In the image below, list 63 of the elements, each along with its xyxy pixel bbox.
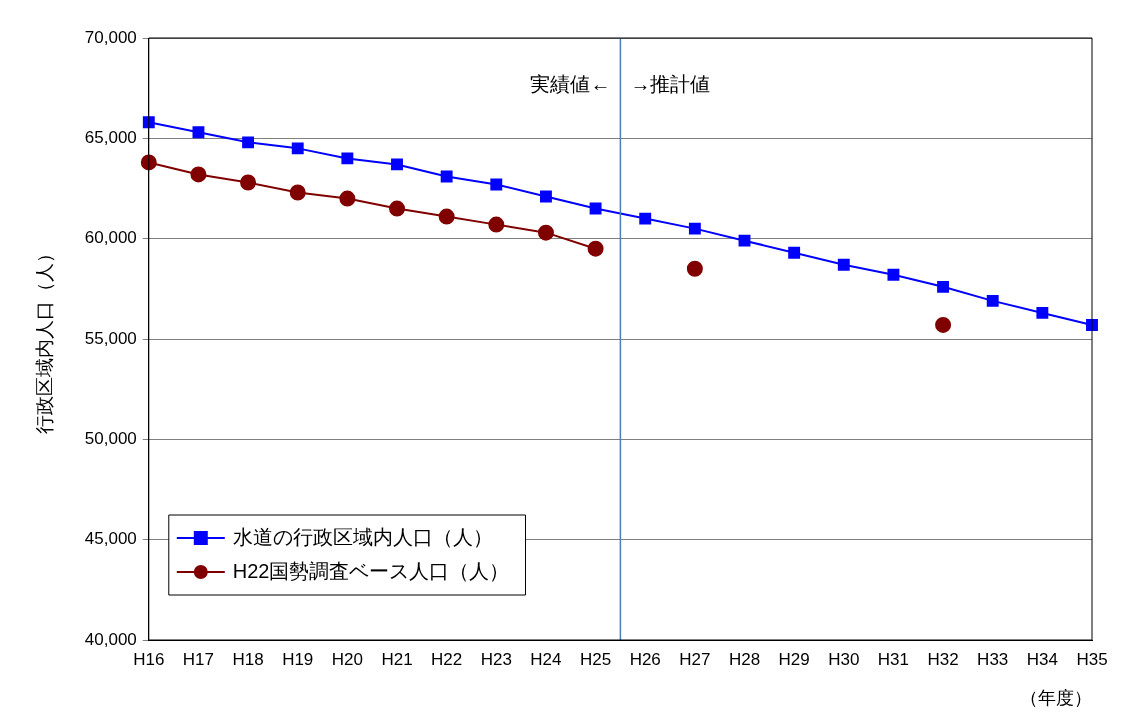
y-tick-label: 40,000 <box>84 629 137 649</box>
point <box>589 202 602 215</box>
point <box>440 170 453 183</box>
point <box>537 224 554 241</box>
y-tick-label: 45,000 <box>84 529 137 549</box>
point <box>190 166 207 183</box>
y-tick-label: 70,000 <box>84 27 137 47</box>
x-tick-label: H26 <box>629 649 661 669</box>
point <box>240 174 257 191</box>
point <box>935 316 952 333</box>
point <box>242 136 255 149</box>
y-tick-label: 65,000 <box>84 128 137 148</box>
point <box>937 280 950 293</box>
point <box>788 246 801 259</box>
x-tick-label: H30 <box>828 649 860 669</box>
x-tick-label: H35 <box>1076 649 1108 669</box>
point <box>391 158 403 171</box>
point <box>738 234 751 247</box>
point <box>488 216 505 233</box>
point <box>837 258 850 271</box>
point <box>986 294 999 307</box>
x-tick-label: H32 <box>927 649 959 669</box>
x-tick-label: H18 <box>232 649 264 669</box>
x-tick-label: H21 <box>381 649 413 669</box>
x-tick-label: H28 <box>728 649 761 669</box>
x-tick-label: H29 <box>778 649 810 669</box>
y-axis-title: 行政区域内人口（人） <box>33 244 55 434</box>
legend-label: H22国勢調査ベース人口（人） <box>232 559 510 582</box>
x-tick-label: H23 <box>480 649 512 669</box>
point <box>539 190 552 203</box>
point <box>389 200 406 217</box>
point <box>341 152 354 165</box>
x-tick-label: H27 <box>679 649 711 669</box>
x-tick-label: H19 <box>282 649 314 669</box>
x-axis-title: （年度） <box>1020 688 1092 709</box>
y-tick-label: 55,000 <box>84 328 137 348</box>
x-tick-label: H25 <box>579 649 612 669</box>
point <box>192 126 205 139</box>
x-tick-label: H17 <box>182 649 215 669</box>
point <box>887 268 900 281</box>
point <box>1036 306 1049 319</box>
point <box>291 142 304 155</box>
point <box>688 222 701 235</box>
point <box>142 116 155 129</box>
point <box>339 190 356 207</box>
y-tick-label: 60,000 <box>84 228 137 248</box>
point <box>587 240 604 257</box>
y-tick-label: 50,000 <box>84 429 137 449</box>
point <box>438 208 455 225</box>
point <box>289 184 306 201</box>
x-tick-label: H20 <box>331 649 363 669</box>
legend-label: 水道の行政区域内人口（人） <box>232 525 493 548</box>
ref-line-label: 実績値← →推計値 <box>530 72 711 95</box>
x-tick-label: H33 <box>977 649 1009 669</box>
point <box>686 260 703 277</box>
x-tick-label: H22 <box>431 649 463 669</box>
x-tick-label: H16 <box>133 649 165 669</box>
x-tick-label: H31 <box>877 649 910 669</box>
x-tick-label: H34 <box>1026 649 1058 669</box>
point <box>639 212 652 225</box>
point <box>140 154 157 171</box>
x-tick-label: H24 <box>530 649 562 669</box>
point <box>490 178 503 191</box>
